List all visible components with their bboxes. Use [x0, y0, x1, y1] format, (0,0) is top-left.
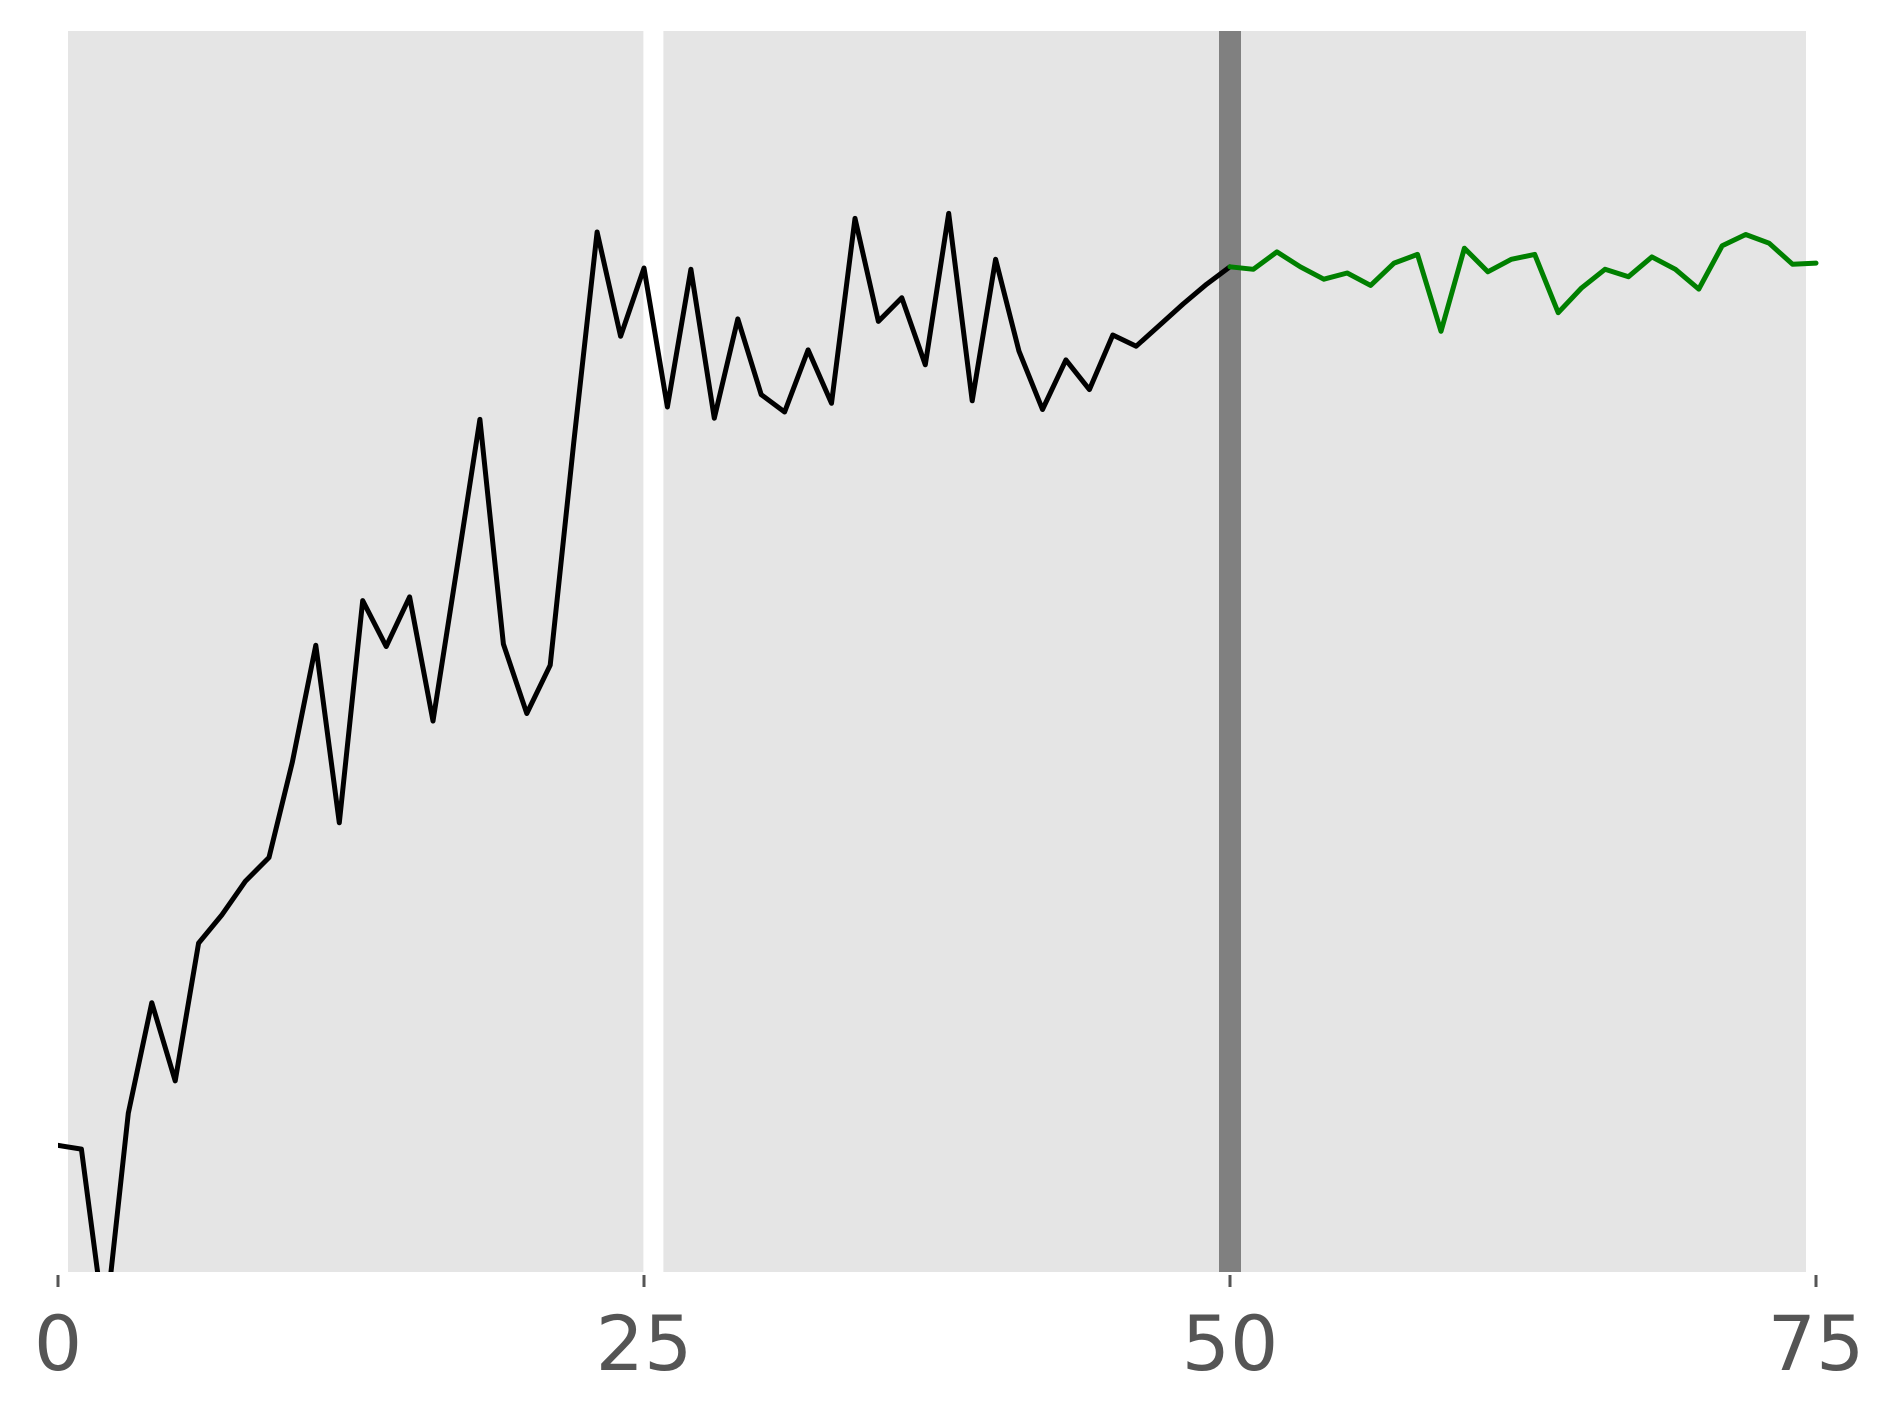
- x-tick-label: 0: [34, 1299, 82, 1388]
- panel-separator: [643, 31, 664, 1272]
- x-tick-label: 50: [1182, 1299, 1279, 1388]
- x-axis: 0 25 50 75: [34, 1275, 1865, 1388]
- x-tick-label: 75: [1768, 1299, 1865, 1388]
- panel-background: [68, 31, 1806, 1272]
- series-line-history: [58, 210, 1233, 1272]
- x-tick-label: 25: [596, 1299, 693, 1388]
- forecast-start-marker: [1219, 31, 1241, 1272]
- series-line-forecast: [1227, 232, 1819, 334]
